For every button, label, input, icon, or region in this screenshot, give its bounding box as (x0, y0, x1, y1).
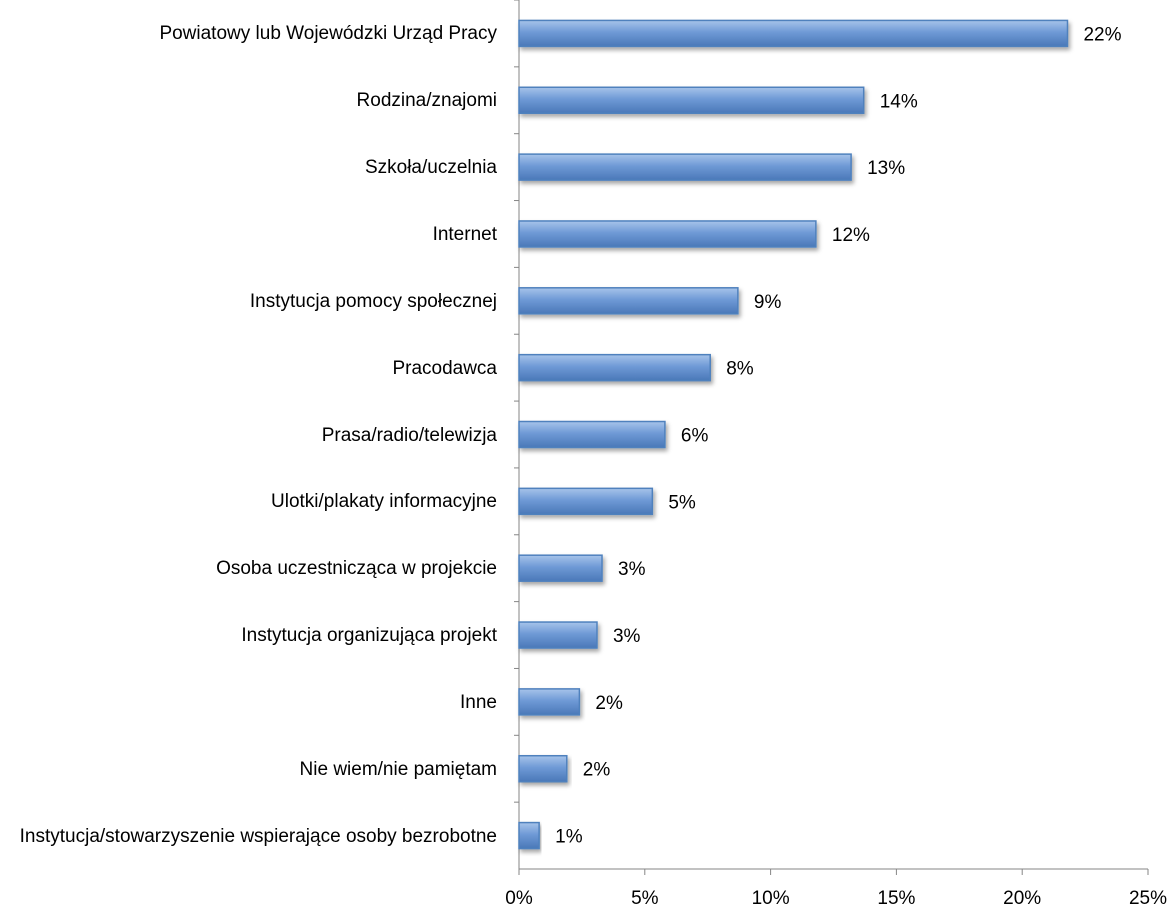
bar (518, 19, 1069, 48)
bar (518, 688, 581, 716)
x-tick-label: 15% (877, 888, 915, 909)
value-label: 1% (555, 827, 583, 848)
category-label: Pracodawca (392, 357, 497, 379)
category-label: Inne (460, 691, 497, 713)
value-label: 3% (613, 626, 641, 647)
bar (518, 487, 654, 516)
value-label: 12% (832, 225, 870, 246)
category-label: Nie wiem/nie pamiętam (299, 758, 497, 780)
value-label: 13% (867, 158, 905, 179)
value-label: 5% (668, 492, 696, 513)
bar (518, 353, 711, 382)
category-label: Instytucja pomocy społecznej (249, 290, 497, 312)
x-tick-label: 10% (752, 888, 790, 909)
x-tick-label: 5% (631, 888, 659, 909)
x-tick-label: 20% (1003, 888, 1041, 909)
category-label: Instytucja organizująca projekt (241, 625, 497, 647)
value-label: 2% (583, 760, 611, 781)
bar (518, 153, 852, 181)
category-label: Internet (432, 223, 497, 245)
bar (518, 420, 666, 449)
value-label: 9% (754, 292, 782, 313)
category-label: Szkoła/uczelnia (364, 157, 497, 179)
bar (518, 821, 540, 850)
bar (518, 554, 603, 582)
value-label: 14% (880, 91, 918, 112)
bar (518, 86, 865, 115)
value-label: 8% (726, 359, 754, 380)
category-label: Prasa/radio/telewizja (321, 424, 497, 446)
bar (518, 220, 817, 248)
x-tick-label: 25% (1129, 888, 1167, 909)
value-label: 3% (618, 559, 646, 580)
category-label: Instytucja/stowarzyszenie wspierające os… (19, 825, 497, 847)
bar (518, 287, 739, 315)
bar (518, 621, 598, 649)
category-label: Osoba uczestnicząca w projekcie (216, 558, 497, 580)
category-label: Rodzina/znajomi (356, 90, 497, 112)
value-label: 22% (1083, 24, 1121, 45)
x-tick-label: 0% (505, 888, 533, 909)
bar (518, 754, 568, 783)
value-label: 2% (595, 693, 623, 714)
category-label: Powiatowy lub Wojewódzki Urząd Pracy (159, 23, 497, 45)
value-label: 6% (681, 426, 709, 447)
category-label: Ulotki/plakaty informacyjne (271, 491, 497, 513)
